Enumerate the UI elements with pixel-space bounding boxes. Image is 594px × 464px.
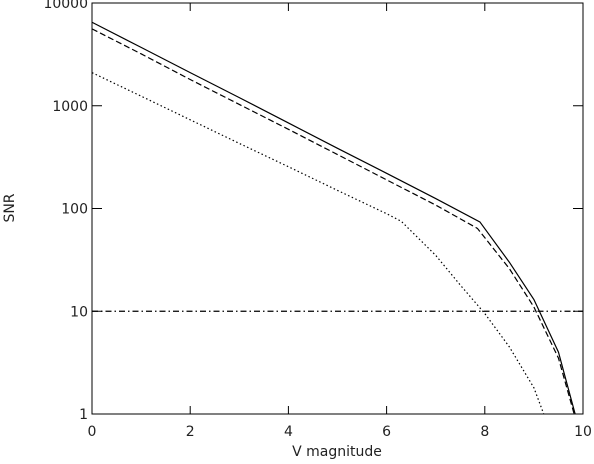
x-tick-label: 4 [284, 424, 293, 440]
y-axis-label: SNR [2, 193, 18, 222]
line-series [91, 28, 575, 415]
x-axis-label: V magnitude [292, 444, 382, 460]
x-tick-label: 8 [480, 424, 489, 440]
x-tick-label: 2 [186, 424, 195, 440]
line-series [91, 21, 576, 415]
y-tick-label: 10000 [43, 0, 88, 12]
y-tick-label: 1 [79, 407, 88, 423]
line-series [91, 72, 545, 415]
y-tick-label: 100 [61, 202, 88, 218]
y-tick-label: 10 [70, 304, 88, 320]
x-tick-label: 0 [88, 424, 97, 440]
plot-frame [91, 2, 584, 415]
x-tick-label: 6 [382, 424, 391, 440]
x-tick-label: 10 [574, 424, 592, 440]
y-tick-label: 1000 [52, 99, 88, 115]
